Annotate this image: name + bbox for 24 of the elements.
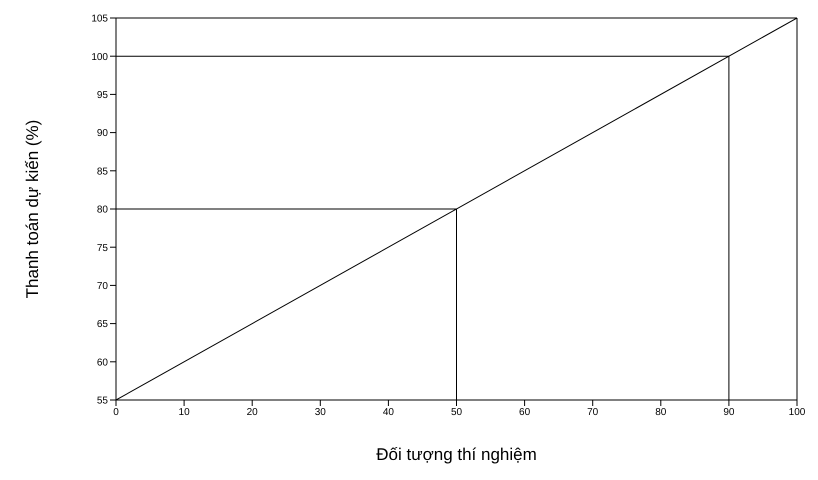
x-tick-label: 30 xyxy=(314,407,326,418)
x-tick-label: 70 xyxy=(587,407,599,418)
x-tick-label: 20 xyxy=(246,407,258,418)
y-tick-label: 105 xyxy=(91,14,108,25)
y-tick-label: 90 xyxy=(96,128,108,140)
y-tick-label: 75 xyxy=(96,242,108,254)
y-axis-title: Thanh toán dự kiến (%) xyxy=(23,120,42,298)
y-tick-label: 100 xyxy=(91,52,108,63)
y-tick-label: 70 xyxy=(96,280,108,292)
y-tick-label: 95 xyxy=(96,90,108,101)
x-tick-label: 50 xyxy=(450,407,462,418)
y-tick-label: 60 xyxy=(96,357,108,368)
y-tick-label: 85 xyxy=(96,166,108,178)
x-tick-label: 40 xyxy=(382,407,394,418)
x-tick-label: 100 xyxy=(788,407,806,418)
x-tick-label: 60 xyxy=(519,407,531,418)
y-tick-label: 55 xyxy=(96,396,108,407)
x-tick-label: 10 xyxy=(178,407,190,418)
x-axis-title: Đối tượng thí nghiệm xyxy=(376,445,537,464)
y-tick-label: 65 xyxy=(96,319,108,330)
x-tick-label: 90 xyxy=(723,407,735,418)
x-tick-label: 0 xyxy=(113,407,120,418)
y-tick-label: 80 xyxy=(96,204,108,216)
x-tick-label: 80 xyxy=(655,407,667,418)
